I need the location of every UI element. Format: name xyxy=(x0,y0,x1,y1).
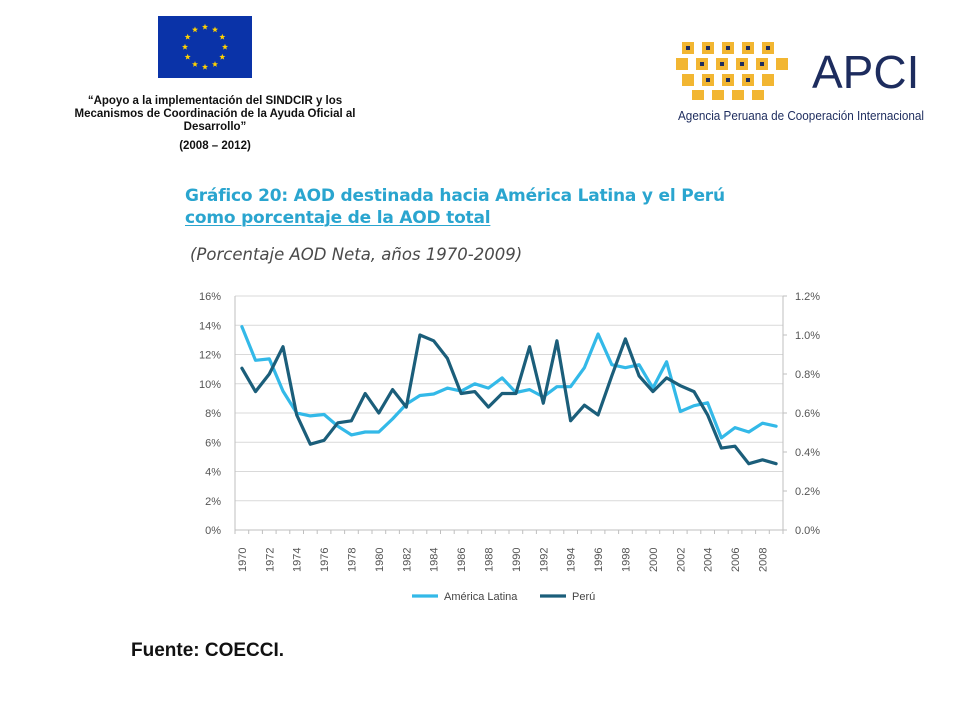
project-period: (2008 – 2012) xyxy=(179,140,251,152)
eu-star xyxy=(219,33,226,40)
chart-subtitle: (Porcentaje AOD Neta, años 1970-2009) xyxy=(190,245,523,264)
line-chart: 0%2%4%6%8%10%12%14%16%0.0%0.2%0.4%0.6%0.… xyxy=(199,291,820,603)
x-tick-label: 1990 xyxy=(511,548,523,572)
x-tick-label: 1976 xyxy=(319,548,331,572)
x-tick-label: 1988 xyxy=(483,548,495,572)
project-line-3: Desarrollo” xyxy=(183,121,247,133)
series-line-america-latina xyxy=(240,325,778,440)
apci-fullname: Agencia Peruana de Cooperación Internaci… xyxy=(678,109,924,123)
x-tick-label: 2006 xyxy=(730,548,742,572)
x-tick-label: 2000 xyxy=(648,548,660,572)
eu-star xyxy=(219,53,226,60)
source-note: Fuente: COECCI. xyxy=(131,640,285,661)
x-axis-ticks: 1970 1972 1974 1976 1978 1980 1982 1984 1986 1988… xyxy=(234,530,784,572)
x-tick-label: 1998 xyxy=(620,548,632,572)
legend: América Latina Perú xyxy=(412,591,595,603)
right-tick-label: 0.8% xyxy=(795,369,820,381)
x-tick-label: 2002 xyxy=(675,548,687,572)
left-tick-label: 0% xyxy=(205,525,221,537)
right-tick-label: 0.2% xyxy=(795,486,820,498)
right-tick-label: 0.0% xyxy=(795,525,820,537)
x-tick-label: 1982 xyxy=(401,548,413,572)
x-tick-label: 1994 xyxy=(566,548,578,572)
eu-star xyxy=(191,26,199,33)
eu-star xyxy=(181,43,189,50)
x-tick-label: 1984 xyxy=(429,548,441,572)
left-axis-ticks: 0% 2% 4% 6% 8% 10% 12% 14% 16% xyxy=(199,291,221,537)
eu-star xyxy=(221,43,229,50)
eu-flag-logo xyxy=(158,16,252,78)
apci-logo: APCI Agencia Peruana de Cooperación Inte… xyxy=(676,42,924,123)
left-tick-label: 16% xyxy=(199,291,221,303)
right-axis-ticks: 0.0% 0.2% 0.4% 0.6% 0.8% 1.0% 1.2% xyxy=(783,291,820,537)
x-tick-label: 1996 xyxy=(593,548,605,572)
series-points-peru xyxy=(241,334,777,464)
x-tick-label: 1980 xyxy=(374,548,386,572)
left-tick-label: 8% xyxy=(205,408,221,420)
series-line-peru xyxy=(240,333,778,466)
right-tick-label: 1.0% xyxy=(795,330,820,342)
chart-title: Gráfico 20: AOD destinada hacia América … xyxy=(185,185,785,229)
legend-label-america-latina: América Latina xyxy=(444,591,518,603)
eu-star xyxy=(201,63,209,70)
x-tick-label: 1978 xyxy=(346,548,358,572)
eu-star xyxy=(191,61,199,67)
x-tick-label: 1992 xyxy=(538,548,550,572)
left-tick-label: 14% xyxy=(199,320,221,332)
x-tick-label: 2008 xyxy=(757,548,769,572)
eu-star xyxy=(184,53,191,60)
eu-star xyxy=(201,23,209,30)
chart-title-line-1: Gráfico 20: AOD destinada hacia América … xyxy=(185,186,725,206)
left-tick-label: 10% xyxy=(199,379,221,391)
project-caption: “Apoyo a la implementación del SINDCIR y… xyxy=(40,95,390,153)
x-tick-label: 2004 xyxy=(703,548,715,572)
eu-star xyxy=(184,33,191,40)
right-tick-label: 0.6% xyxy=(795,408,820,420)
right-tick-label: 1.2% xyxy=(795,291,820,303)
left-tick-label: 6% xyxy=(205,437,221,449)
series-points-america-latina xyxy=(241,326,777,438)
eu-star xyxy=(211,61,219,67)
right-tick-label: 0.4% xyxy=(795,447,820,459)
gridlines xyxy=(235,295,783,531)
legend-label-peru: Perú xyxy=(572,591,595,603)
left-tick-label: 12% xyxy=(199,350,221,362)
apci-name: APCI xyxy=(812,46,919,98)
eu-stars xyxy=(181,23,229,70)
x-tick-label: 1974 xyxy=(292,548,304,572)
project-line-1: “Apoyo a la implementación del SINDCIR y… xyxy=(87,95,343,107)
x-tick-label: 1972 xyxy=(264,548,276,572)
project-line-2: Mecanismos de Coordinación de la Ayuda O… xyxy=(74,108,356,120)
chart-title-line-2: como porcentaje de la AOD total xyxy=(185,208,491,228)
x-tick-label: 1986 xyxy=(456,548,468,572)
apci-emblem xyxy=(676,42,788,100)
left-tick-label: 2% xyxy=(205,496,221,508)
x-tick-label: 1970 xyxy=(237,548,249,572)
left-tick-label: 4% xyxy=(205,467,221,479)
eu-star xyxy=(211,26,219,33)
